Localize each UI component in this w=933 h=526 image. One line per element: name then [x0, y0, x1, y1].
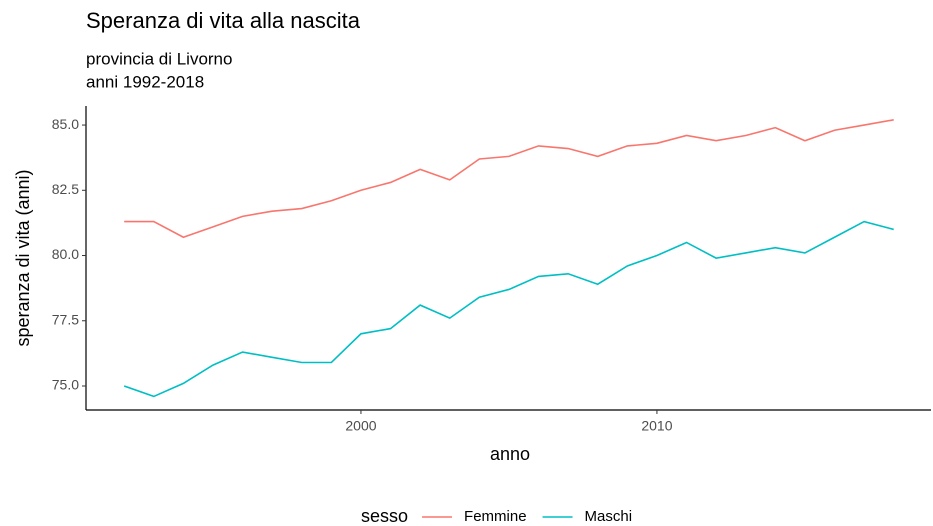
y-tick-label: 77.5 [52, 311, 79, 327]
chart-subtitle: anni 1992-2018 [86, 72, 204, 91]
y-tick-label: 82.5 [52, 181, 79, 197]
data-line [124, 119, 894, 239]
y-axis-title: speranza di vita (anni) [13, 169, 33, 346]
x-axis-title: anno [490, 444, 530, 464]
x-tick-label: 2010 [641, 418, 672, 434]
data-line [123, 220, 894, 398]
y-tick-label: 85.0 [52, 116, 79, 132]
x-tick-label: 2000 [345, 418, 376, 434]
chart-subtitle: provincia di Livorno [86, 49, 232, 68]
y-tick-label: 75.0 [52, 377, 79, 393]
legend-label: Femmine [464, 508, 527, 525]
chart-title: Speranza di vita alla nascita [86, 8, 361, 33]
legend-label: Maschi [585, 508, 633, 525]
y-tick-label: 80.0 [52, 246, 79, 262]
legend-title: sesso [361, 506, 408, 526]
